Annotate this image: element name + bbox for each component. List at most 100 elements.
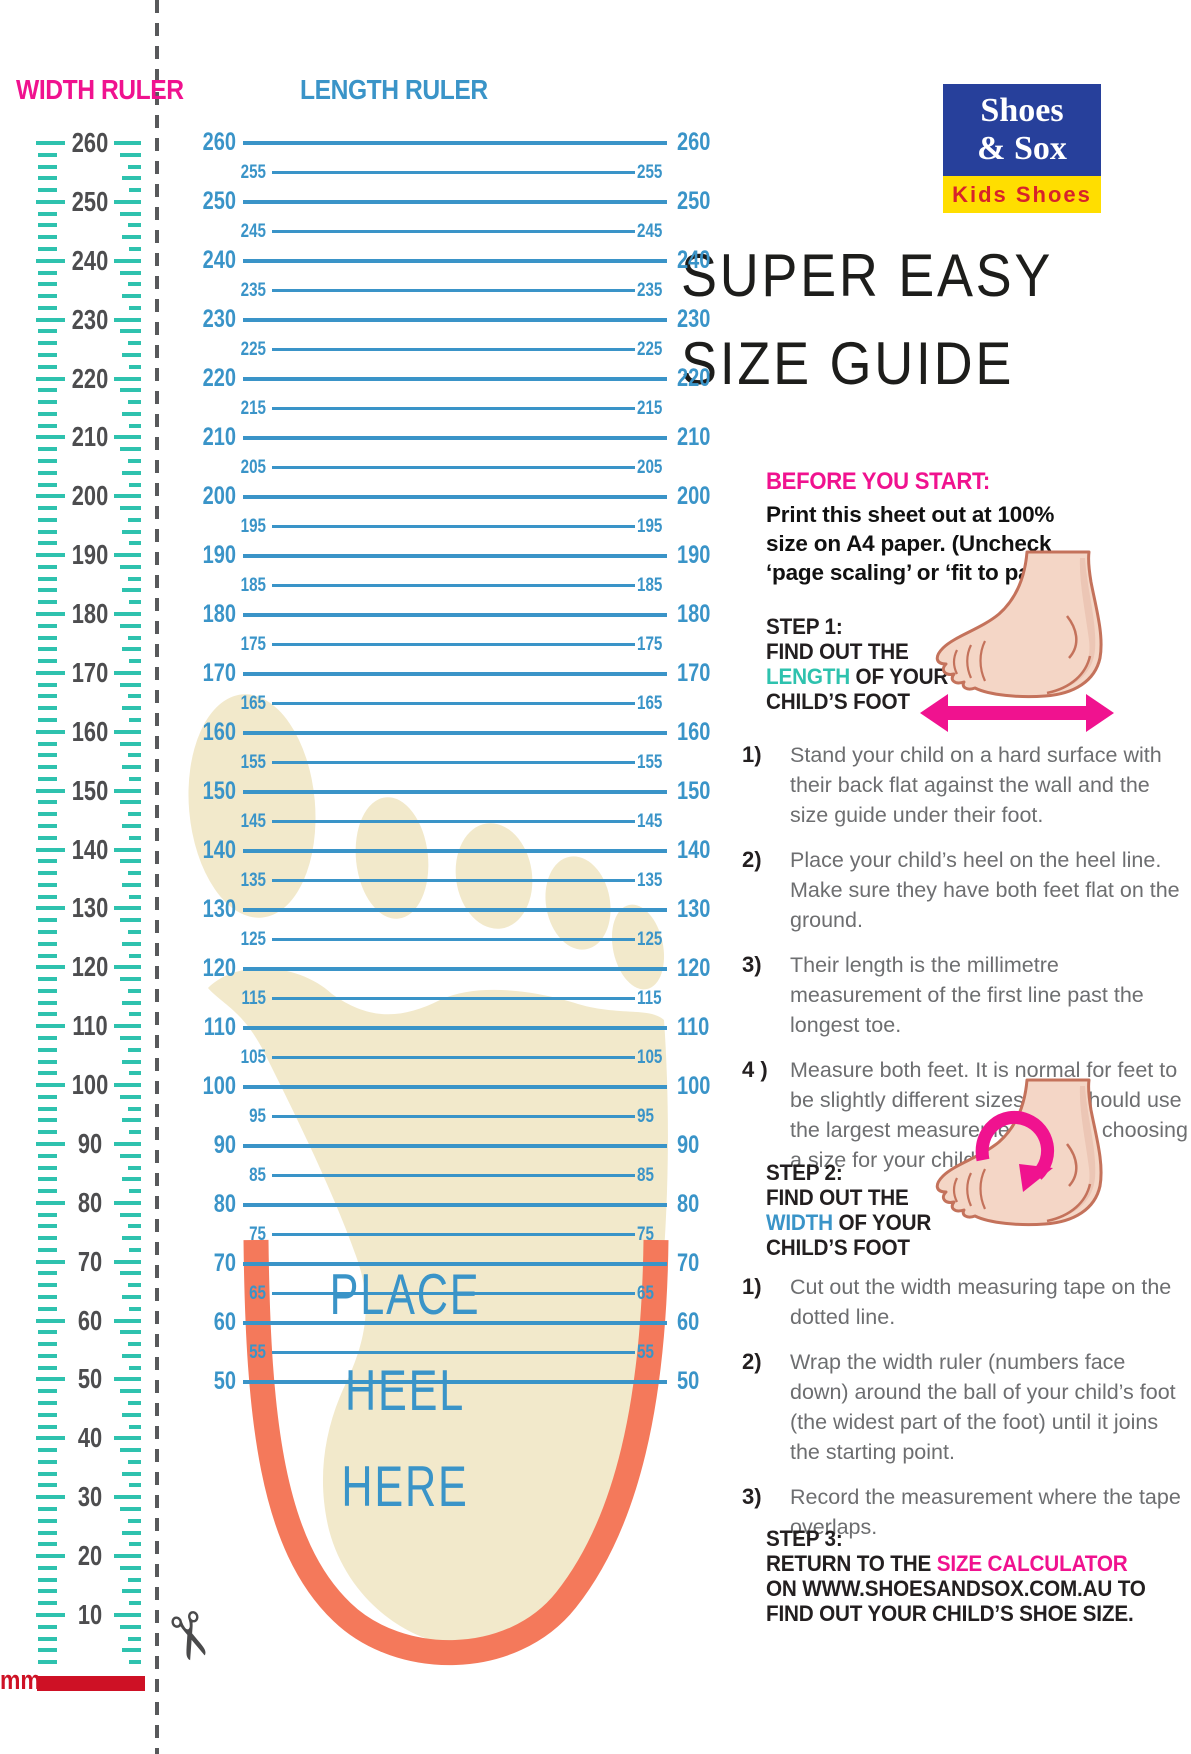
list-item: 1) Cut out the width measuring tape on th… — [742, 1272, 1188, 1332]
length-ruler-label-right: 135 — [637, 869, 663, 891]
width-ruler-tick-right — [128, 576, 141, 581]
width-ruler-tick-right — [122, 1589, 141, 1594]
width-ruler-tick-right — [122, 824, 141, 828]
width-ruler-tick-left — [38, 941, 57, 946]
width-ruler-tick-right — [120, 741, 141, 746]
width-ruler-tick-left — [38, 576, 57, 581]
length-ruler-line — [243, 141, 667, 145]
length-ruler-label-left: 260 — [202, 128, 236, 156]
width-ruler-tick-left — [38, 1236, 57, 1241]
width-ruler-tick-left — [36, 1141, 65, 1146]
width-ruler-number: 30 — [77, 1481, 103, 1513]
width-ruler-tick-right — [129, 541, 141, 546]
width-ruler-tick-right — [129, 305, 141, 310]
length-ruler-label-left: 100 — [202, 1072, 236, 1100]
width-ruler-tick-left — [38, 152, 57, 157]
length-ruler-label-right: 185 — [637, 574, 663, 596]
length-ruler-label-right: 190 — [677, 541, 711, 569]
width-ruler-tick-right — [129, 1189, 141, 1194]
length-ruler-label-right: 90 — [677, 1131, 700, 1159]
width-ruler-tick-left — [38, 977, 57, 982]
length-ruler-label-right: 75 — [637, 1223, 654, 1245]
width-ruler-tick-left — [38, 988, 57, 993]
width-ruler-tick-left — [38, 765, 57, 770]
width-ruler-tick-right — [114, 1436, 141, 1441]
length-ruler-line — [272, 879, 635, 882]
heel-cup — [243, 1239, 669, 1666]
size-calculator-label: SIZE CALCULATOR — [936, 1551, 1128, 1576]
length-ruler-label-left: 145 — [240, 810, 266, 832]
width-ruler-tick-right — [128, 694, 141, 699]
width-ruler-tick-left — [38, 341, 57, 346]
width-ruler-tick-right — [120, 270, 141, 275]
width-ruler-unit-label: mm — [0, 1665, 41, 1695]
length-ruler-label-right: 260 — [677, 128, 711, 156]
width-ruler-tick-left — [38, 1271, 57, 1276]
length-ruler-line — [243, 554, 667, 558]
step1-highlight: LENGTH — [766, 664, 850, 689]
list-item: 3) Record the measurement where the tape … — [742, 1482, 1188, 1542]
width-ruler-tick-left — [38, 1189, 57, 1194]
width-ruler-tick-right — [120, 447, 141, 452]
width-ruler-number: 140 — [71, 833, 109, 865]
width-ruler-tick-left — [38, 400, 57, 405]
length-ruler-label-left: 200 — [202, 482, 236, 510]
width-ruler-tick-left — [38, 824, 57, 828]
width-ruler-tick-right — [129, 1306, 141, 1311]
width-ruler-tick-right — [120, 1565, 141, 1570]
width-ruler-tick-right — [114, 317, 141, 322]
length-ruler-label-right: 225 — [637, 338, 663, 360]
width-ruler-tick-left — [38, 588, 57, 593]
width-ruler-tick-right — [122, 1177, 141, 1182]
length-ruler-label-left: 55 — [249, 1341, 266, 1363]
width-ruler-tick-left — [38, 918, 57, 923]
length-ruler-label-left: 60 — [213, 1308, 236, 1336]
length-ruler-line — [243, 613, 667, 617]
width-ruler-tick-left — [38, 835, 57, 840]
width-ruler-tick-left — [36, 435, 65, 440]
width-ruler-tick-left — [38, 1389, 57, 1394]
length-ruler-label-right: 240 — [677, 246, 711, 274]
width-ruler-tick-right — [114, 670, 141, 675]
width-ruler-tick-left — [38, 1365, 57, 1370]
length-ruler-label-left: 190 — [202, 541, 236, 569]
width-ruler-number: 120 — [71, 951, 109, 983]
length-ruler-label-left: 210 — [202, 423, 236, 451]
item-text: Place your child’s heel on the heel line… — [790, 848, 1180, 932]
width-ruler-tick-left — [36, 729, 65, 734]
width-ruler-tick-left — [38, 1577, 57, 1582]
width-ruler-tick-right — [114, 1083, 141, 1088]
width-ruler-tick-left — [38, 1530, 57, 1535]
width-ruler-tick-right — [120, 800, 141, 805]
width-ruler-tick-left — [38, 871, 57, 876]
length-ruler-label-left: 85 — [249, 1164, 266, 1186]
width-ruler-tick-left — [38, 1601, 57, 1606]
width-ruler-tick-left — [38, 1094, 57, 1099]
width-ruler-tick-right — [122, 941, 141, 946]
item-marker: 2) — [742, 1349, 762, 1374]
width-ruler-number: 170 — [71, 656, 109, 688]
shoes-and-sox-logo: Shoes & Sox Kids Shoes — [943, 84, 1101, 213]
length-ruler-label-right: 235 — [637, 279, 663, 301]
width-ruler-tick-left — [38, 776, 57, 781]
place-heel-here-label: PLACE HEEL HERE — [329, 1263, 481, 1520]
width-ruler-tick-left — [38, 1518, 57, 1523]
item-text: Stand your child on a hard surface with … — [790, 743, 1162, 827]
width-ruler-tick-right — [120, 1094, 141, 1099]
length-ruler-label-right: 70 — [677, 1249, 700, 1277]
width-ruler-tick-right — [114, 376, 141, 381]
width-ruler-tick-left — [38, 1412, 57, 1417]
list-item: 1) Stand your child on a hard surface wit… — [742, 740, 1188, 830]
length-ruler-label-right: 210 — [677, 423, 711, 451]
width-ruler-tick-left — [38, 529, 57, 534]
step2-heading: STEP 2: FIND OUT THE WIDTH OF YOUR CHILD… — [766, 1160, 932, 1260]
length-ruler-label-right: 110 — [677, 1013, 710, 1041]
item-marker: 4 ) — [742, 1057, 768, 1082]
width-ruler-tick-left — [36, 612, 65, 617]
width-ruler-tick-right — [122, 1530, 141, 1535]
width-ruler-tick-right — [129, 246, 141, 251]
width-ruler-tick-right — [114, 1141, 141, 1146]
width-ruler-tick-left — [38, 164, 57, 169]
width-ruler-tick-right — [128, 1224, 141, 1229]
